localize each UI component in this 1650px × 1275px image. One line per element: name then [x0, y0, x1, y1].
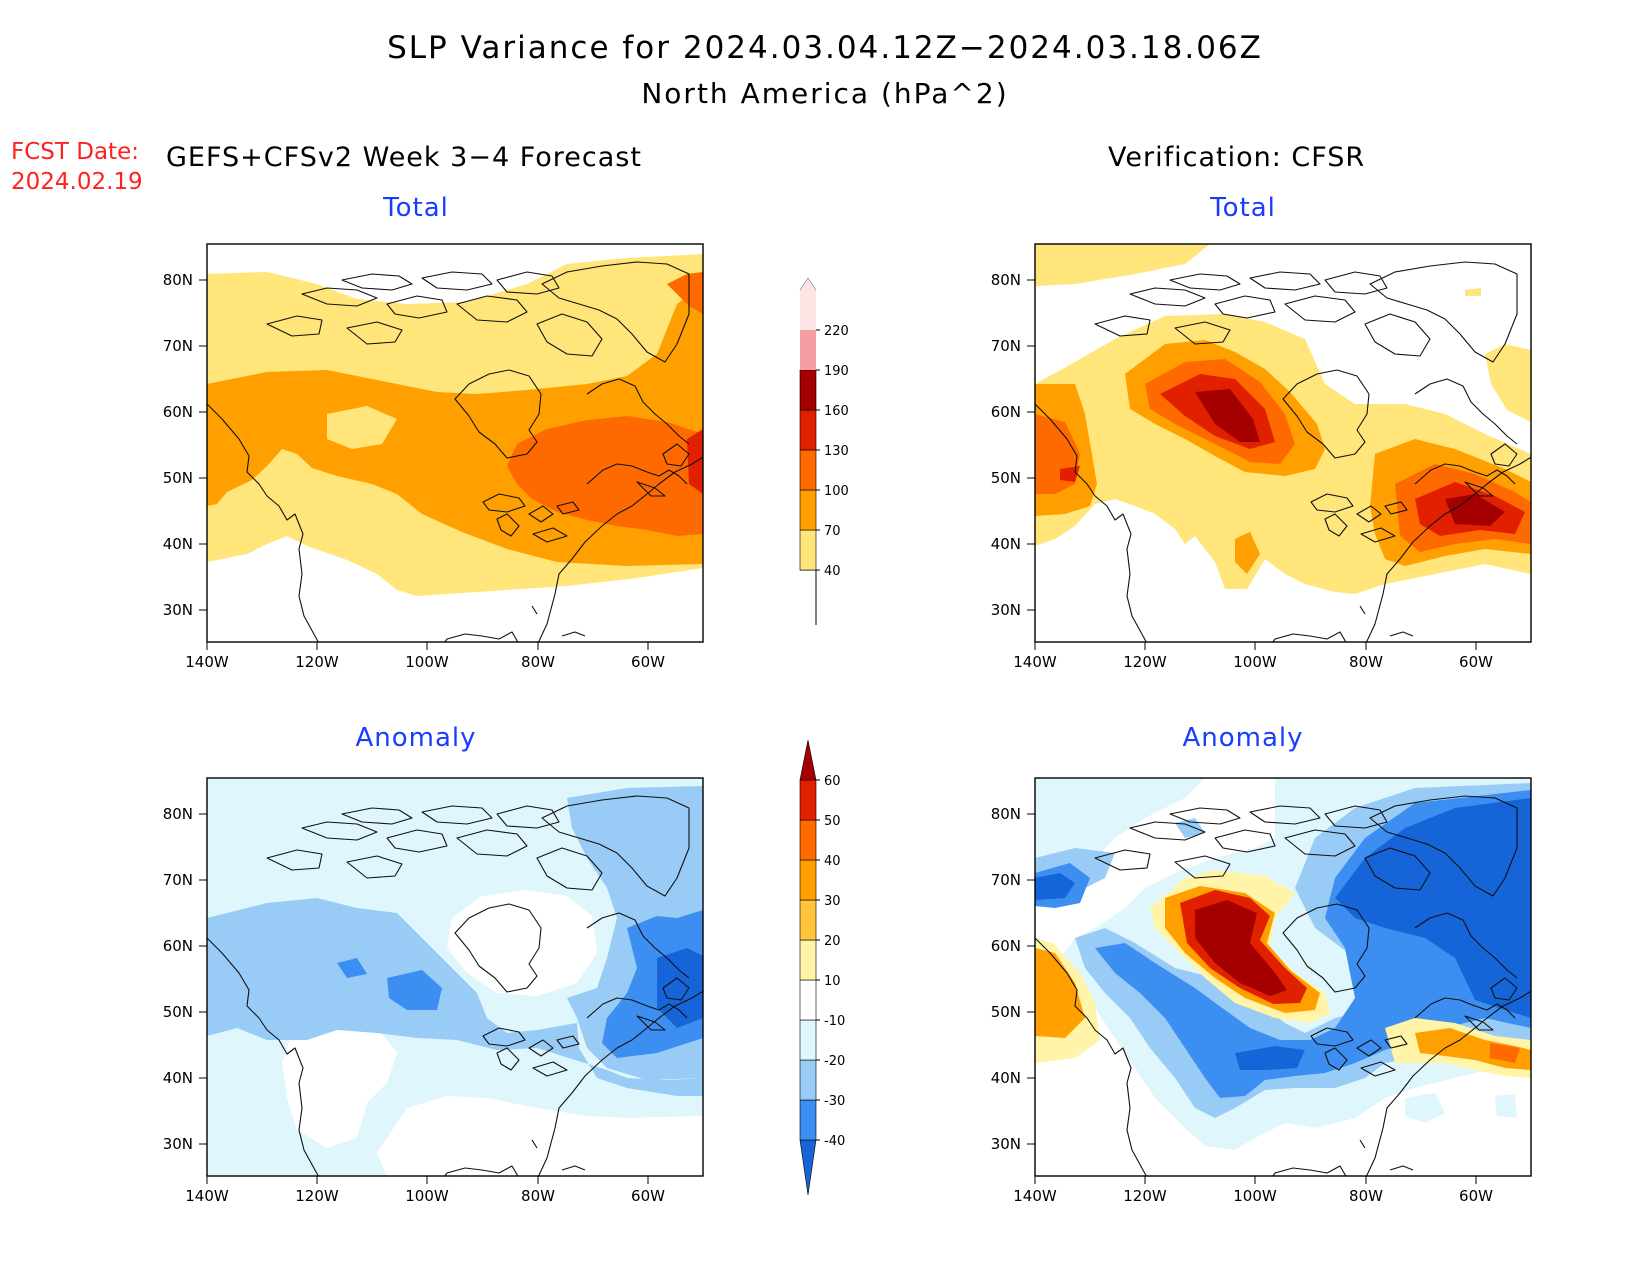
- colorbar-anomaly-box: [800, 780, 816, 820]
- colorbar-anomaly-box: [800, 1060, 816, 1100]
- figure-title: SLP Variance for 2024.03.04.12Z−2024.03.…: [0, 30, 1650, 66]
- colorbar-anomaly-label: 50: [824, 814, 841, 829]
- colorbar-anomaly-box: [800, 1100, 816, 1140]
- lat-label-70n: 70N: [991, 337, 1021, 355]
- colorbar-total: 40 70 100 130 160 190 220: [790, 280, 860, 620]
- lon-label-140w: 140W: [1013, 1187, 1057, 1205]
- lon-label-120w: 120W: [295, 653, 339, 671]
- lon-label-100w: 100W: [405, 653, 449, 671]
- lat-label-60n: 60N: [991, 403, 1021, 421]
- lat-label-40n: 40N: [163, 535, 193, 553]
- lon-label-80w: 80W: [521, 1187, 555, 1205]
- colorbar-anomaly-label: -40: [824, 1134, 845, 1149]
- colorbar-total-box: [800, 490, 816, 530]
- lat-label-50n: 50N: [163, 469, 193, 487]
- lat-label-80n: 80N: [991, 271, 1021, 289]
- lon-label-60w: 60W: [1459, 653, 1493, 671]
- colorbar-anomaly-label: 60: [824, 774, 841, 789]
- lat-label-80n: 80N: [991, 805, 1021, 823]
- colorbar-total-box: [800, 290, 816, 330]
- colorbar-total-label: 130: [824, 444, 849, 459]
- panel-title-forecast-anomaly: Anomaly: [316, 723, 516, 753]
- lat-label-30n: 30N: [163, 1135, 193, 1153]
- colorbar-anomaly: -40 -30 -20 -10 10 20 30 40 50 60: [790, 750, 860, 1200]
- lon-label-60w: 60W: [631, 653, 665, 671]
- colorbar-anomaly-label: -10: [824, 1014, 845, 1029]
- lat-label-80n: 80N: [163, 271, 193, 289]
- lon-label-80w: 80W: [1349, 653, 1383, 671]
- colorbar-total-box: [800, 330, 816, 370]
- fcst-date-value: 2024.02.19: [11, 170, 143, 195]
- colorbar-total-label: 190: [824, 364, 849, 379]
- lon-label-140w: 140W: [185, 653, 229, 671]
- lon-label-140w: 140W: [1013, 653, 1057, 671]
- figure-subtitle: North America (hPa^2): [0, 77, 1650, 110]
- fcst-date-label: FCST Date:: [11, 140, 139, 165]
- lon-label-60w: 60W: [1459, 1187, 1493, 1205]
- map-verification-total: 80N 70N 60N 50N 40N 30N 140W 120W 100W 8…: [975, 234, 1627, 674]
- panel-title-verification-anomaly: Anomaly: [1143, 723, 1343, 753]
- lat-label-50n: 50N: [991, 469, 1021, 487]
- colorbar-anomaly-box: [800, 1020, 816, 1060]
- lon-label-80w: 80W: [1349, 1187, 1383, 1205]
- colorbar-total-label: 70: [824, 524, 841, 539]
- lat-label-70n: 70N: [163, 871, 193, 889]
- colorbar-anomaly-label: 30: [824, 894, 841, 909]
- colorbar-anomaly-label: -20: [824, 1054, 845, 1069]
- colorbar-total-box: [800, 410, 816, 450]
- lon-label-100w: 100W: [1233, 653, 1277, 671]
- lat-label-60n: 60N: [163, 937, 193, 955]
- colorbar-anomaly-label: -30: [824, 1094, 845, 1109]
- lat-label-60n: 60N: [991, 937, 1021, 955]
- map-forecast-total: 80N 70N 60N 50N 40N 30N 140W 120W 100W 8…: [147, 234, 799, 674]
- forecast-column-heading: GEFS+CFSv2 Week 3−4 Forecast: [166, 142, 642, 173]
- colorbar-anomaly-box: [800, 820, 816, 860]
- lat-label-40n: 40N: [991, 535, 1021, 553]
- lat-label-30n: 30N: [991, 601, 1021, 619]
- colorbar-total-box: [800, 370, 816, 410]
- lon-label-120w: 120W: [1123, 1187, 1167, 1205]
- lat-label-70n: 70N: [163, 337, 193, 355]
- lon-label-120w: 120W: [295, 1187, 339, 1205]
- lat-label-30n: 30N: [991, 1135, 1021, 1153]
- colorbar-anomaly-label: 20: [824, 934, 841, 949]
- colorbar-total-label: 160: [824, 404, 849, 419]
- colorbar-total-label: 40: [824, 564, 841, 579]
- colorbar-total-label: 100: [824, 484, 849, 499]
- lat-label-30n: 30N: [163, 601, 193, 619]
- colorbar-anomaly-box: [800, 860, 816, 900]
- lon-label-120w: 120W: [1123, 653, 1167, 671]
- lat-label-40n: 40N: [991, 1069, 1021, 1087]
- colorbar-anomaly-label: 10: [824, 974, 841, 989]
- lat-label-50n: 50N: [991, 1003, 1021, 1021]
- lon-label-80w: 80W: [521, 653, 555, 671]
- panel-title-verification-total: Total: [1143, 193, 1343, 223]
- lon-label-100w: 100W: [405, 1187, 449, 1205]
- colorbar-anomaly-box: [800, 980, 816, 1020]
- colorbar-total-box: [800, 450, 816, 490]
- panel-title-forecast-total: Total: [316, 193, 516, 223]
- lon-label-100w: 100W: [1233, 1187, 1277, 1205]
- colorbar-anomaly-label: 40: [824, 854, 841, 869]
- lon-label-60w: 60W: [631, 1187, 665, 1205]
- lat-label-50n: 50N: [163, 1003, 193, 1021]
- colorbar-total-box: [800, 530, 816, 570]
- map-verification-anomaly: 80N 70N 60N 50N 40N 30N 140W 120W 100W 8…: [975, 768, 1627, 1208]
- colorbar-total-label: 220: [824, 324, 849, 339]
- lat-label-60n: 60N: [163, 403, 193, 421]
- colorbar-anomaly-box: [800, 900, 816, 940]
- lat-label-70n: 70N: [991, 871, 1021, 889]
- lon-label-140w: 140W: [185, 1187, 229, 1205]
- map-forecast-anomaly: 80N 70N 60N 50N 40N 30N 140W 120W 100W 8…: [147, 768, 799, 1208]
- lat-label-80n: 80N: [163, 805, 193, 823]
- verification-column-heading: Verification: CFSR: [1108, 142, 1365, 173]
- lat-label-40n: 40N: [163, 1069, 193, 1087]
- colorbar-anomaly-box: [800, 940, 816, 980]
